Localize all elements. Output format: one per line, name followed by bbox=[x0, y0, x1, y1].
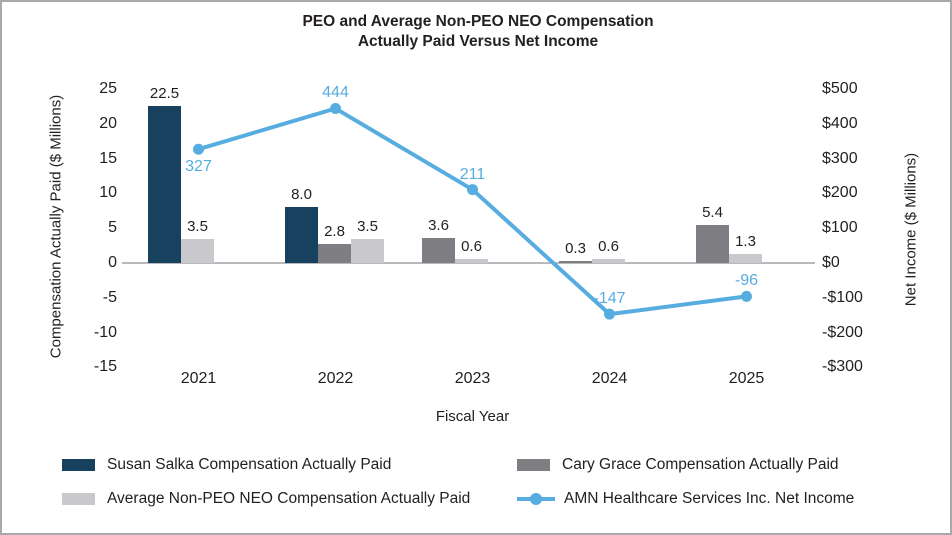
x-axis-tick-label: 2024 bbox=[591, 370, 628, 387]
net-income-value-label: 211 bbox=[459, 165, 486, 183]
net-income-value-label: -96 bbox=[734, 272, 759, 290]
legend-label: AMN Healthcare Services Inc. Net Income bbox=[564, 490, 855, 507]
legend-item-susan-salka: Susan Salka Compensation Actually Paid bbox=[62, 456, 391, 474]
bar bbox=[148, 106, 181, 263]
net-income-value-label: -147 bbox=[593, 290, 626, 308]
chart-title-line1: PEO and Average Non-PEO NEO Compensation bbox=[302, 13, 654, 30]
bar-value-label: 1.3 bbox=[735, 232, 756, 250]
left-axis-tick-label: -5 bbox=[102, 288, 117, 306]
right-axis-tick-label: $0 bbox=[822, 254, 840, 271]
bar bbox=[318, 243, 351, 263]
x-axis-title: Fiscal Year bbox=[435, 408, 510, 425]
right-axis-tick-label: $300 bbox=[822, 149, 858, 167]
susan-salka-swatch bbox=[62, 459, 95, 471]
line-swatch-dot bbox=[530, 493, 542, 505]
bar bbox=[592, 258, 625, 263]
net-income-value-label: 327 bbox=[185, 158, 212, 176]
legend-label: Cary Grace Compensation Actually Paid bbox=[562, 456, 839, 473]
left-axis-tick-label: 0 bbox=[108, 254, 117, 271]
right-axis-tick-label: $500 bbox=[822, 80, 858, 97]
right-axis-tick-label: -$300 bbox=[822, 358, 863, 376]
left-axis-tick-label: 15 bbox=[99, 149, 117, 167]
left-axis-tick-label: 20 bbox=[99, 114, 117, 132]
net-income-marker bbox=[330, 102, 341, 114]
chart-title-line2: Actually Paid Versus Net Income bbox=[357, 33, 599, 50]
average-non-peo-swatch bbox=[62, 493, 95, 505]
left-axis-tick-label: -10 bbox=[93, 323, 117, 341]
legend-item-net-income: AMN Healthcare Services Inc. Net Income bbox=[517, 490, 854, 508]
net-income-marker bbox=[741, 290, 752, 302]
net-income-marker bbox=[467, 184, 478, 196]
x-axis-tick-label: 2021 bbox=[180, 370, 217, 387]
bar-value-label: 8.0 bbox=[291, 186, 312, 204]
x-axis-tick-label: 2023 bbox=[454, 370, 491, 387]
right-axis-tick-label: -$100 bbox=[822, 288, 863, 306]
legend-label: Susan Salka Compensation Actually Paid bbox=[107, 456, 392, 473]
x-axis-tick-label: 2025 bbox=[728, 370, 765, 387]
legend-label: Average Non-PEO NEO Compensation Actuall… bbox=[107, 490, 471, 507]
bar bbox=[181, 238, 214, 263]
bar-value-label: 3.5 bbox=[187, 217, 208, 235]
bar-value-label: 3.6 bbox=[428, 216, 449, 234]
cary-grace-swatch bbox=[517, 459, 550, 471]
bar bbox=[455, 258, 488, 263]
right-axis-tick-label: $200 bbox=[822, 184, 858, 202]
right-axis-tick-label: $100 bbox=[822, 219, 858, 237]
left-axis-tick-label: 25 bbox=[99, 80, 117, 97]
left-axis-tick-label: -15 bbox=[93, 358, 117, 376]
legend-item-average-non-peo: Average Non-PEO NEO Compensation Actuall… bbox=[62, 490, 470, 508]
chart-title: PEO and Average Non-PEO NEO Compensation… bbox=[2, 12, 950, 52]
net-income-marker bbox=[193, 143, 204, 155]
net-income-marker bbox=[604, 308, 615, 320]
bar-value-label: 5.4 bbox=[702, 204, 723, 222]
legend-item-cary-grace: Cary Grace Compensation Actually Paid bbox=[517, 456, 839, 474]
bar-value-label: 22.5 bbox=[149, 85, 180, 103]
bar-value-label: 3.5 bbox=[357, 217, 378, 235]
x-axis-tick-label: 2022 bbox=[317, 370, 354, 387]
bar-value-label: 0.6 bbox=[598, 237, 619, 255]
bar-value-label: 0.6 bbox=[461, 237, 482, 255]
left-axis-tick-label: 10 bbox=[99, 184, 117, 202]
right-axis-tick-label: -$200 bbox=[822, 323, 863, 341]
bar bbox=[351, 238, 384, 263]
bar bbox=[559, 260, 592, 263]
left-axis-tick-label: 5 bbox=[108, 219, 117, 237]
right-axis-title: Net Income ($ Millions) bbox=[902, 152, 920, 307]
legend: Susan Salka Compensation Actually Paid A… bbox=[2, 450, 950, 520]
bar bbox=[729, 253, 762, 263]
net-income-value-label: 444 bbox=[322, 84, 349, 102]
right-axis-tick-label: $400 bbox=[822, 114, 858, 132]
net-income-polyline bbox=[197, 106, 747, 317]
net-income-line-swatch bbox=[517, 493, 555, 505]
